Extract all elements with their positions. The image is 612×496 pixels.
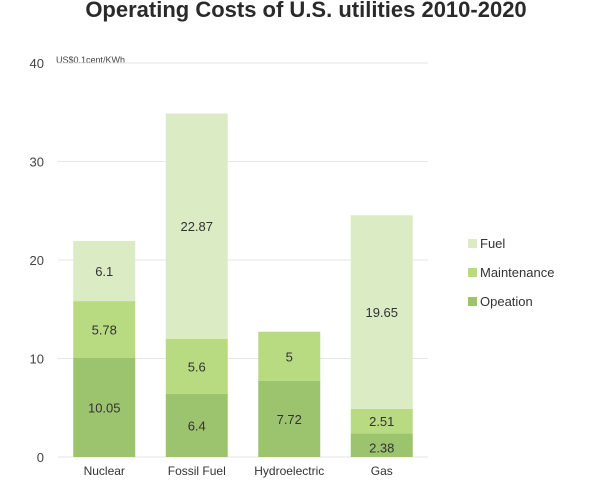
- bar-value-label: 5.6: [188, 359, 206, 374]
- bar-value-label: 7.72: [277, 412, 302, 427]
- bar-value-label: 5: [286, 349, 293, 364]
- x-category-label: Hydroelectric: [254, 464, 324, 478]
- legend-label: Fuel: [480, 236, 505, 251]
- y-tick-label: 40: [30, 56, 44, 71]
- bar-segment: [73, 240, 136, 302]
- bar-segment: [73, 301, 136, 359]
- legend-swatch: [468, 239, 477, 248]
- bar-value-label: 10.05: [88, 401, 121, 416]
- bar-value-label: 6.1: [95, 264, 113, 279]
- bar-segment: [350, 215, 413, 409]
- bar-stack: 7.72 5: [258, 331, 321, 457]
- y-axis-ticks: 0 10 20 30 40: [30, 56, 44, 465]
- x-category-label: Nuclear: [84, 464, 125, 478]
- bar-value-label: 6.4: [188, 418, 206, 433]
- bar-groups: 10.05 5.78 6.1 6.4 5.6 22.87 7.72 5 2.38 2.51 19.6…: [73, 113, 413, 457]
- bar-stack: 10.05 5.78 6.1: [73, 240, 136, 457]
- y-tick-label: 30: [30, 155, 44, 170]
- bar-segment: [165, 338, 228, 394]
- y-axis-unit-label: US$0.1cent/KWh: [56, 55, 125, 65]
- legend-item: Opeation: [468, 294, 533, 309]
- bar-segment: [350, 408, 413, 434]
- bar-value-label: 2.38: [369, 440, 394, 455]
- bar-segment: [165, 393, 228, 457]
- bar-segment: [165, 113, 228, 339]
- legend-label: Maintenance: [480, 265, 554, 280]
- legend-item: Fuel: [468, 236, 505, 251]
- legend-swatch: [468, 268, 477, 277]
- bar-value-label: 19.65: [365, 305, 398, 320]
- bar-segment: [350, 433, 413, 457]
- legend-item: Maintenance: [468, 265, 554, 280]
- bar-value-label: 5.78: [92, 323, 117, 338]
- legend-swatch: [468, 297, 477, 306]
- bar-stack: 2.38 2.51 19.65: [350, 215, 413, 457]
- bar-value-label: 22.87: [180, 219, 213, 234]
- bar-segment: [258, 331, 321, 381]
- legend-label: Opeation: [480, 294, 533, 309]
- bar-segment: [73, 358, 136, 457]
- legend: Fuel Maintenance Opeation: [468, 236, 554, 309]
- bar-value-label: 2.51: [369, 414, 394, 429]
- x-category-label: Gas: [371, 464, 393, 478]
- x-axis-categories: Nuclear Fossil Fuel Hydroelectric Gas: [84, 464, 393, 478]
- y-tick-label: 10: [30, 352, 44, 367]
- y-tick-label: 20: [30, 253, 44, 268]
- chart-title: Operating Costs of U.S. utilities 2010-2…: [85, 0, 526, 22]
- y-tick-label: 0: [37, 450, 44, 465]
- bar-segment: [258, 380, 321, 457]
- x-category-label: Fossil Fuel: [168, 464, 226, 478]
- bar-stack: 6.4 5.6 22.87: [165, 113, 228, 457]
